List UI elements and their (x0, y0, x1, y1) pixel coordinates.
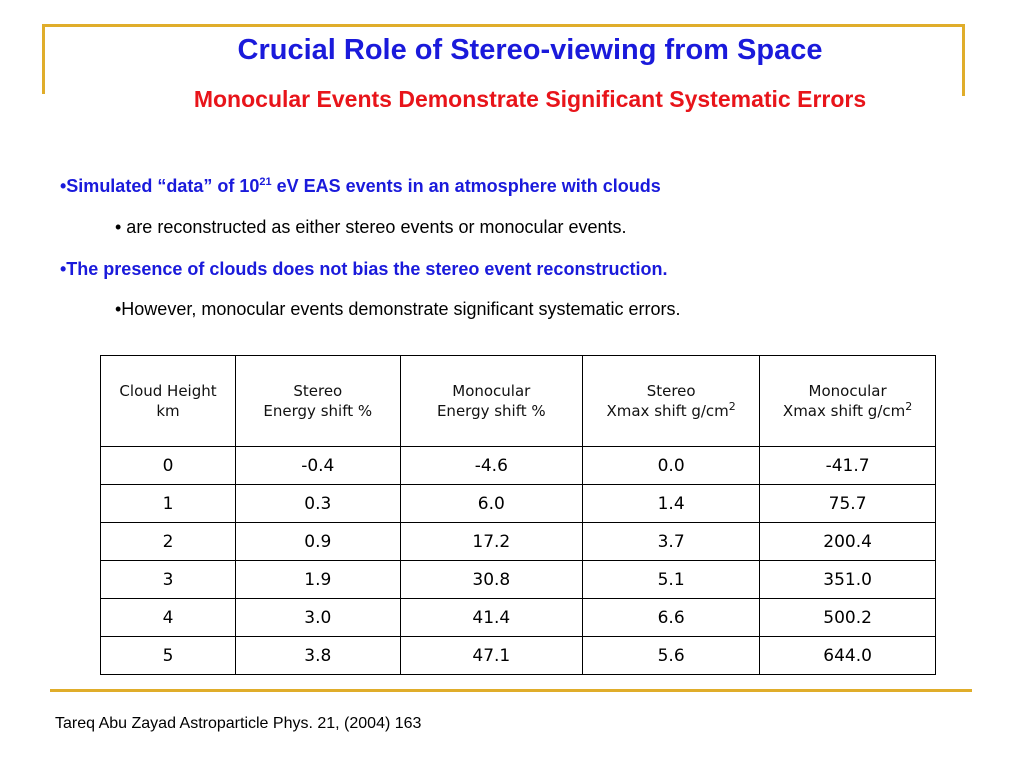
cell-stereo-xmax: 6.6 (582, 598, 761, 637)
slide-subtitle: Monocular Events Demonstrate Significant… (193, 86, 867, 112)
cell-mono-xmax: 351.0 (759, 560, 936, 599)
footer-divider-rule (50, 689, 972, 692)
cell-mono-energy: 47.1 (399, 636, 584, 675)
cell-cloud-height: 2 (99, 522, 237, 561)
header-line1: Stereo (293, 382, 343, 400)
cell-mono-xmax: 200.4 (759, 522, 936, 561)
bullet-clouds-no-bias: •The presence of clouds does not bias th… (60, 259, 668, 279)
cloud-height-shift-table: Cloud Height km Stereo Energy shift % Mono… (99, 355, 936, 675)
header-line2: Energy shift % (263, 402, 373, 420)
cell-mono-xmax: -41.7 (759, 446, 936, 485)
cell-stereo-energy: 1.9 (235, 560, 401, 599)
cell-stereo-energy: 0.9 (235, 522, 401, 561)
cell-stereo-energy: -0.4 (235, 446, 401, 485)
header-unit-exponent: 2 (905, 400, 913, 413)
bullet-text-prefix: •Simulated “data” of 10 (60, 176, 260, 196)
cell-stereo-xmax: 1.4 (582, 484, 761, 523)
cell-cloud-height: 3 (99, 560, 237, 599)
cell-stereo-xmax: 3.7 (582, 522, 761, 561)
slide-title: Crucial Role of Stereo-viewing from Spac… (237, 34, 823, 66)
cell-stereo-energy: 3.8 (235, 636, 401, 675)
bullet-exponent: 21 (259, 176, 272, 188)
header-unit-exponent: 2 (728, 400, 736, 413)
table-header-row: Cloud Height km Stereo Energy shift % Mono… (99, 355, 936, 447)
slide-frame-right-border (962, 24, 965, 96)
bullet-monocular-errors: •However, monocular events demonstrate s… (115, 299, 681, 319)
table-row: 4 3.0 41.4 6.6 500.2 (99, 598, 936, 637)
header-line2: Energy shift % (436, 402, 546, 420)
cell-mono-energy: 6.0 (399, 484, 584, 523)
cell-mono-xmax: 644.0 (759, 636, 936, 675)
cell-cloud-height: 0 (99, 446, 237, 485)
bullet-text-suffix: eV EAS events in an atmosphere with clou… (271, 176, 661, 196)
table-row: 2 0.9 17.2 3.7 200.4 (99, 522, 936, 561)
header-line2: Xmax shift g/cm (782, 402, 906, 420)
cell-stereo-xmax: 0.0 (582, 446, 761, 485)
header-line1: Cloud Height (119, 382, 217, 400)
bullet-simulated-data: •Simulated “data” of 1021 eV EAS events … (60, 176, 661, 197)
cell-stereo-xmax: 5.6 (582, 636, 761, 675)
cell-cloud-height: 4 (99, 598, 237, 637)
slide-frame-top-border (42, 24, 965, 27)
cell-cloud-height: 1 (99, 484, 237, 523)
cell-mono-energy: -4.6 (399, 446, 584, 485)
header-line1: Monocular (452, 382, 531, 400)
cell-mono-energy: 41.4 (399, 598, 584, 637)
table-row: 1 0.3 6.0 1.4 75.7 (99, 484, 936, 523)
header-line2: km (156, 402, 180, 420)
cell-mono-energy: 30.8 (399, 560, 584, 599)
header-line2: Xmax shift g/cm (606, 402, 729, 420)
header-mono-xmax: Monocular Xmax shift g/cm2 (759, 355, 936, 447)
citation-reference: Tareq Abu Zayad Astroparticle Phys. 21, … (55, 715, 422, 732)
cell-mono-xmax: 500.2 (759, 598, 936, 637)
header-stereo-energy: Stereo Energy shift % (235, 355, 401, 447)
header-stereo-xmax: Stereo Xmax shift g/cm2 (582, 355, 761, 447)
cell-stereo-xmax: 5.1 (582, 560, 761, 599)
slide-frame-left-border (42, 24, 45, 94)
cell-mono-xmax: 75.7 (759, 484, 936, 523)
bullet-reconstruction: • are reconstructed as either stereo eve… (115, 217, 627, 237)
cell-mono-energy: 17.2 (399, 522, 584, 561)
cell-stereo-energy: 3.0 (235, 598, 401, 637)
header-cloud-height: Cloud Height km (99, 355, 237, 447)
header-line1: Monocular (808, 382, 887, 400)
header-line1: Stereo (646, 382, 696, 400)
header-mono-energy: Monocular Energy shift % (399, 355, 584, 447)
cell-stereo-energy: 0.3 (235, 484, 401, 523)
table-row: 5 3.8 47.1 5.6 644.0 (99, 636, 936, 675)
table-row: 3 1.9 30.8 5.1 351.0 (99, 560, 936, 599)
cell-cloud-height: 5 (99, 636, 237, 675)
table-row: 0 -0.4 -4.6 0.0 -41.7 (99, 446, 936, 485)
